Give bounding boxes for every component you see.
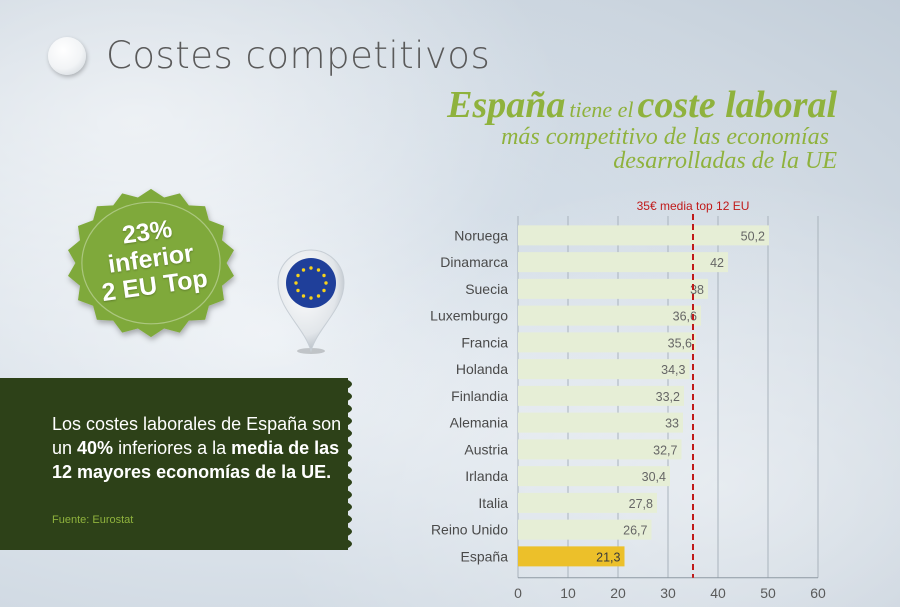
seal-badge: 23% inferior 2 EU Top: [56, 183, 246, 348]
headline-spain: España: [447, 84, 566, 126]
value-label: 33: [665, 417, 679, 431]
category-label: Dinamarca: [440, 254, 508, 270]
category-label: Reino Unido: [431, 522, 508, 538]
note-bold-media: media de las 12 mayores economías de la …: [52, 438, 340, 482]
category-label: Noruega: [454, 227, 508, 243]
seal-shape: [68, 188, 234, 338]
value-label: 33,2: [656, 390, 680, 404]
eu-flag-map-pin-icon: [277, 249, 345, 354]
category-label: Luxemburgo: [430, 308, 508, 324]
category-label: Finlandia: [451, 388, 508, 404]
bar: [518, 439, 682, 460]
bar: [518, 412, 683, 433]
headline-line3: desarrolladas de la UE: [613, 148, 837, 175]
bar: [518, 519, 652, 540]
x-tick-label: 20: [610, 585, 626, 601]
eu-star-icon: [322, 288, 326, 293]
value-label: 26,7: [623, 524, 647, 538]
category-label: Alemania: [450, 415, 509, 431]
note-panel: [0, 378, 346, 550]
category-label: Francia: [461, 334, 508, 350]
source-note: Fuente: Eurostat: [52, 514, 134, 526]
eu-star-icon: [301, 268, 306, 272]
x-tick-label: 60: [810, 585, 826, 601]
value-label: 32,7: [653, 443, 677, 457]
category-label: Irlanda: [465, 468, 508, 484]
eu-star-icon: [296, 288, 300, 293]
bar: [518, 252, 728, 273]
value-label: 27,8: [629, 497, 653, 511]
bar: [518, 385, 684, 406]
value-label: 36,6: [673, 310, 697, 324]
bar: [518, 278, 708, 299]
eu-star-icon: [324, 281, 328, 285]
note-ticket-edge: [340, 378, 352, 550]
note-text-a: Los costes laborales de España son un: [52, 414, 342, 458]
bullet-circle-icon: [48, 36, 86, 75]
headline-connector: tiene el: [569, 97, 634, 122]
bar: [518, 466, 670, 487]
bar: [518, 492, 657, 513]
title-block: Costes competitivos: [48, 34, 490, 77]
headline-line2: más competitivo de las economías: [501, 123, 829, 150]
category-label: Italia: [478, 495, 508, 511]
eu-star-icon: [322, 273, 326, 278]
bar: [518, 359, 690, 380]
category-label: Austria: [464, 441, 508, 457]
bar: [518, 305, 701, 326]
eu-star-icon: [309, 266, 313, 270]
eu-star-icon: [316, 268, 321, 272]
value-label: 21,3: [596, 550, 620, 564]
eu-star-icon: [309, 296, 313, 300]
x-tick-label: 30: [660, 585, 676, 601]
category-label: Suecia: [465, 281, 508, 297]
headline-labor-cost: coste laboral: [637, 84, 837, 126]
x-tick-label: 40: [710, 585, 726, 601]
value-label: 30,4: [642, 470, 666, 484]
bar: [518, 546, 625, 567]
bar: [518, 332, 696, 353]
value-label: 34,3: [661, 363, 685, 377]
page-title: Costes competitivos: [106, 34, 491, 77]
category-label: Holanda: [456, 361, 508, 377]
value-label: 50,2: [741, 229, 765, 243]
eu-star-icon: [296, 273, 300, 278]
bar: [518, 225, 769, 246]
x-tick-label: 50: [760, 585, 776, 601]
note-text-b: inferiores a la: [113, 438, 232, 458]
x-tick-label: 0: [514, 585, 522, 601]
x-tick-label: 10: [560, 585, 576, 601]
eu-star-icon: [316, 294, 321, 298]
eu-star-icon: [294, 281, 298, 285]
value-label: 42: [710, 256, 724, 270]
value-label: 35,6: [668, 336, 692, 350]
headline: España tiene el coste laboral más compet…: [447, 86, 837, 174]
eu-star-icon: [301, 294, 306, 298]
note-text: Los costes laborales de España son un 40…: [52, 412, 342, 484]
reference-line-label: 35€ media top 12 EU: [637, 199, 750, 213]
note-bold-percent: 40%: [77, 438, 114, 458]
category-label: España: [461, 548, 509, 564]
